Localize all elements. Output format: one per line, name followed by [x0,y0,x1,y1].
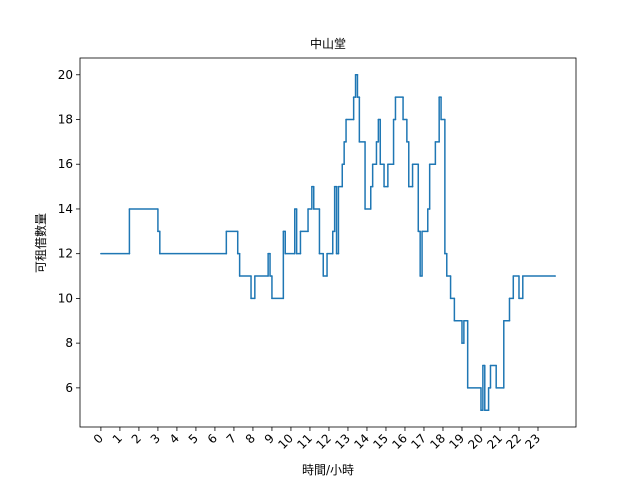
y-tick-label: 12 [58,247,73,261]
x-tick-label: 8 [243,431,258,446]
y-tick-label: 10 [58,291,73,305]
x-tick-label: 14 [351,431,372,452]
x-tick-label: 11 [294,431,315,452]
x-tick-label: 13 [332,431,353,452]
x-tick-label: 1 [110,431,125,446]
y-tick-label: 20 [58,68,73,82]
x-tick-label: 18 [427,431,448,452]
x-tick-label: 22 [503,431,524,452]
chart-title: 中山堂 [310,36,346,51]
x-tick-label: 7 [224,431,239,446]
x-tick-label: 16 [389,431,410,452]
x-tick-label: 10 [275,431,296,452]
x-tick-label: 0 [91,431,106,446]
x-tick-label: 3 [148,431,163,446]
y-tick-label: 6 [65,381,73,395]
x-tick-label: 9 [262,431,277,446]
x-tick-label: 2 [129,431,144,446]
x-tick-label: 5 [186,431,201,446]
y-axis-label: 可租借數量 [34,213,48,273]
x-tick-label: 4 [167,431,182,446]
x-tick-label: 15 [370,431,391,452]
y-tick-label: 16 [58,157,73,171]
x-tick-label: 17 [408,431,429,452]
plot-frame [79,57,577,428]
x-tick-label: 19 [446,431,467,452]
x-tick-label: 6 [205,431,220,446]
y-tick-label: 18 [58,113,73,127]
x-tick-label: 23 [522,431,543,452]
y-tick-label: 8 [65,336,73,350]
x-axis-label: 時間/小時 [302,463,354,477]
x-tick-label: 12 [313,431,334,452]
x-tick-label: 21 [484,431,505,452]
x-tick-label: 20 [465,431,486,452]
y-tick-label: 14 [58,202,73,216]
